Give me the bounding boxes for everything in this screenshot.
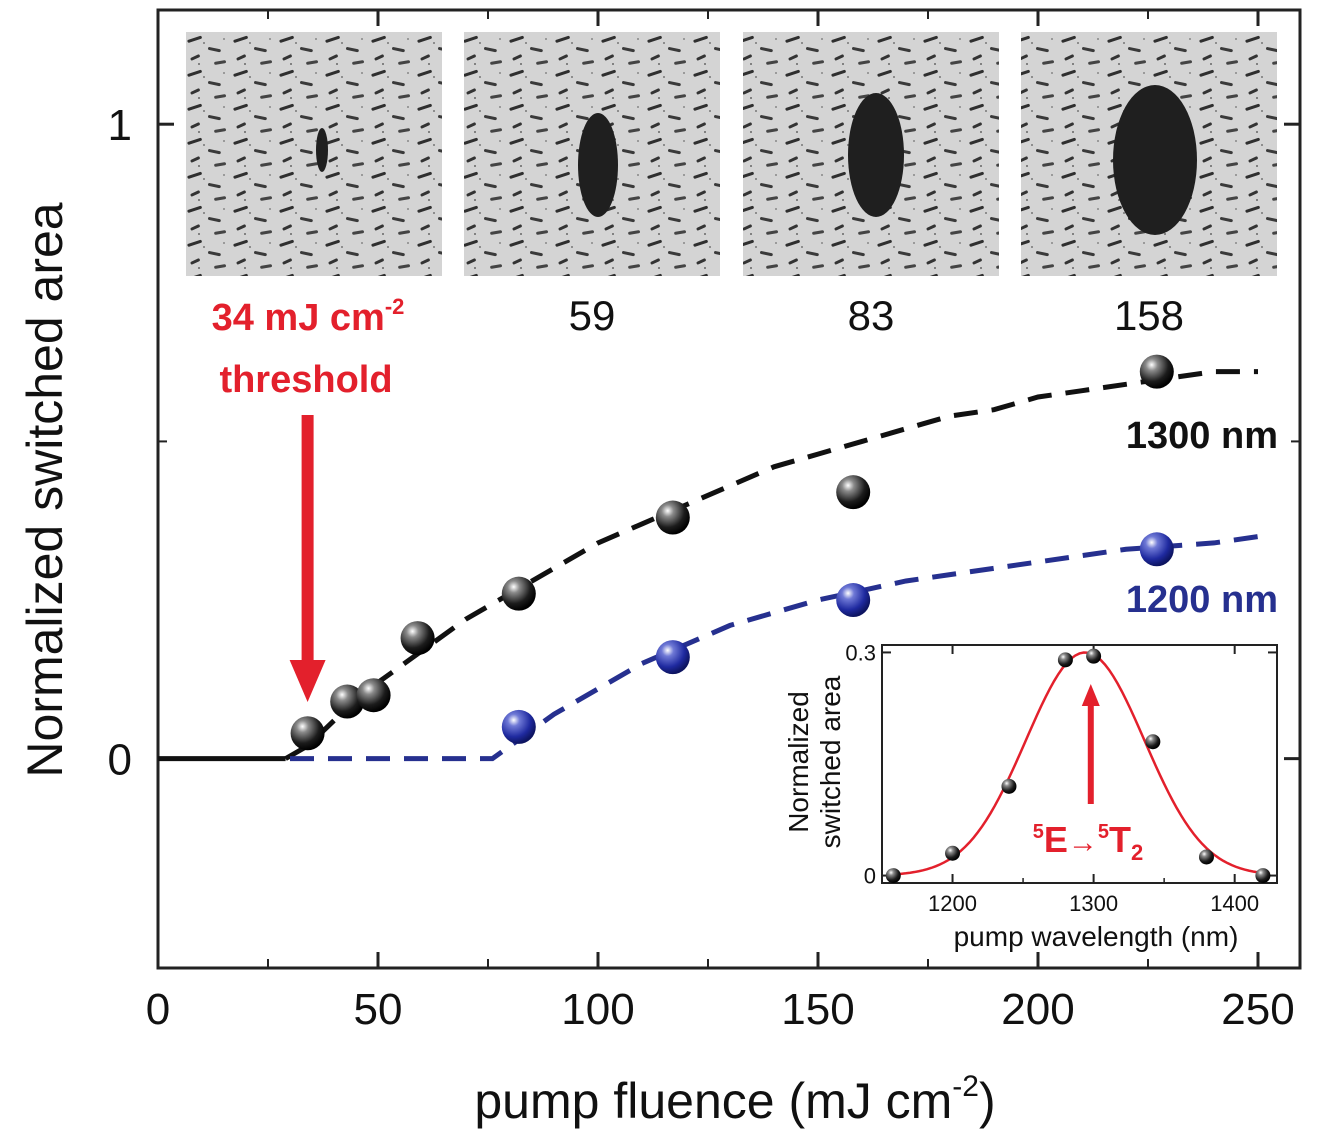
inset-x-axis: 1200 1300 1400 [928,645,1259,916]
y-axis-title: Normalized switched area [17,202,73,777]
inset-y-tick-label: 0 [864,864,876,889]
image-panel-2 [464,32,720,276]
switched-domain [578,113,618,217]
series-1300nm-fit [158,369,1258,762]
inset-x-tick-label: 1200 [928,891,977,916]
x-axis-title-text: pump fluence (mJ cm [474,1073,952,1129]
inset-data-point [1255,868,1271,884]
inset-chart: 1200 1300 1400 00.3 pump wavelength (nm) N… [783,640,1278,952]
inset-data-point [1198,849,1214,865]
image-panel-4 [1021,32,1277,276]
fit-1300nm-dashed [284,369,1258,761]
panel-label-83: 83 [848,292,895,339]
series-1200nm-points [501,532,1174,744]
x-axis-title: pump fluence (mJ cm-2) [474,1070,995,1129]
inset-frame [881,644,1278,884]
data-point-1300nm [1139,354,1174,389]
threshold-value-label: 34 mJ cm-2 [212,294,405,339]
x-axis-title-close: ) [979,1073,996,1129]
data-point-1300nm [655,500,690,535]
series-label-1200nm: 1200 nm [1126,579,1278,621]
y-tick-label: 0 [108,736,132,785]
inset-data-point [1086,648,1102,664]
threshold-word: threshold [219,359,392,401]
transition-arrow-shaft [1087,702,1094,804]
data-point-1300nm [836,475,871,510]
transition-to-sup: 5 [1098,821,1109,843]
image-panel-1 [186,32,442,276]
x-tick-label: 50 [354,985,403,1034]
switched-domain [1113,85,1197,235]
switched-domain [848,93,904,217]
transition-arrow-head [1081,684,1100,706]
threshold-arrow-head [289,660,326,702]
transition-arrow-glyph: → [1068,826,1098,859]
transition-to: T [1109,819,1131,860]
inset-y-axis-title-line1: Normalized [783,691,814,833]
threshold-arrow [289,415,326,702]
transition-arrow [1081,684,1100,804]
transition-to-sub: 2 [1131,840,1143,865]
x-axis-title-exponent: -2 [952,1070,979,1103]
transition-label: 5E→5T2 [1033,819,1144,865]
threshold-arrow-shaft [301,415,314,665]
x-tick-label: 250 [1221,985,1294,1034]
y-tick-label: 1 [108,101,132,150]
panel-label-158: 158 [1114,292,1184,339]
inset-y-tick-label: 0.3 [845,640,876,665]
inset-x-tick-label: 1400 [1210,891,1259,916]
data-point-1300nm [400,621,435,656]
x-tick-label: 0 [146,985,170,1034]
x-tick-label: 200 [1001,985,1074,1034]
plot-frame [156,8,1302,970]
inset-points [885,648,1271,884]
x-tick-label: 100 [561,985,634,1034]
panel-label-59: 59 [569,292,616,339]
threshold-value: 34 mJ cm [212,297,385,339]
data-point-1200nm [1139,532,1174,567]
inset-y-axis: 00.3 [845,640,1277,889]
data-point-1200nm [836,583,871,618]
data-point-1200nm [501,709,536,744]
transition-from: E [1044,819,1068,860]
series-label-1300nm: 1300 nm [1126,415,1278,457]
switched-domain [316,128,328,172]
data-point-1300nm [330,684,365,719]
inset-data-point [885,868,901,884]
image-panels [186,32,1277,276]
transition-from-sup: 5 [1033,821,1044,843]
inset-y-axis-title-line2: switched area [815,675,846,848]
data-point-1200nm [655,640,690,675]
inset-x-tick-label: 1300 [1069,891,1118,916]
threshold-unit-exponent: -2 [385,294,405,319]
inset-data-point [1057,652,1073,668]
inset-data-point [945,845,961,861]
inset-data-point [1145,734,1161,750]
x-tick-label: 150 [781,985,854,1034]
data-point-1300nm [501,576,536,611]
data-point-1300nm [356,678,391,713]
data-point-1300nm [290,716,325,751]
x-axis: 0 50 100 150 200 250 [146,10,1295,1034]
series-1300nm-points [290,354,1174,751]
inset-x-axis-title: pump wavelength (nm) [954,921,1239,952]
inset-data-point [1001,778,1017,794]
image-panel-3 [743,32,999,276]
